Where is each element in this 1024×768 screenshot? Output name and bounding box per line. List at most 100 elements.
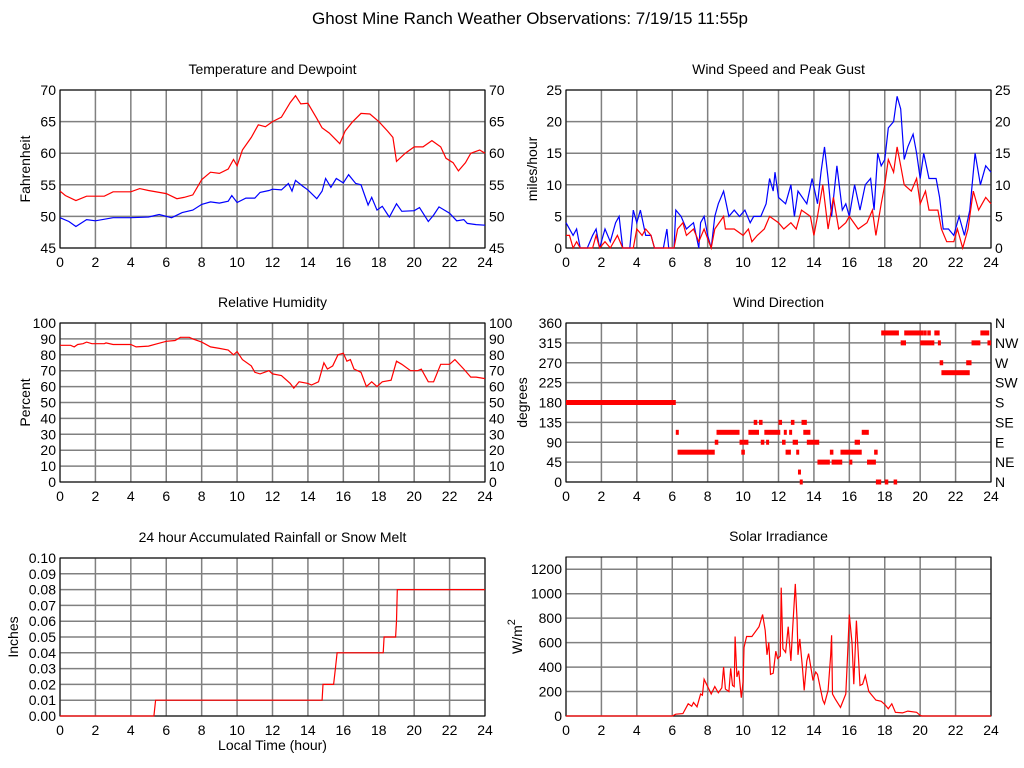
wind-direction-point (766, 439, 770, 445)
x-tick-label: 14 (300, 254, 316, 270)
y-tick-label: 400 (539, 659, 563, 675)
chart-title: 24 hour Accumulated Rainfall or Snow Mel… (139, 529, 407, 545)
y-tick-label: 45 (546, 454, 562, 470)
x-tick-label: 18 (877, 722, 893, 738)
x-tick-label: 24 (983, 254, 999, 270)
y-tick-label: 270 (539, 355, 563, 371)
wind-direction-point (566, 400, 676, 405)
x-tick-label: 4 (633, 254, 641, 270)
wind-direction-point (753, 419, 758, 425)
y-tick-label: 90 (546, 434, 562, 450)
right-axis-tick-label: 45 (489, 240, 505, 256)
y-tick-label: 0 (48, 474, 56, 490)
x-tick-label: 16 (336, 488, 352, 504)
wind-direction-point (854, 439, 860, 445)
x-tick-label: 22 (442, 722, 458, 738)
y-tick-label: 10 (546, 177, 562, 193)
right-axis-tick-label: 80 (489, 347, 505, 363)
x-tick-label: 8 (704, 488, 712, 504)
wind-direction-point (801, 419, 807, 425)
wind-direction-point (716, 429, 740, 435)
x-tick-label: 20 (406, 488, 422, 504)
x-tick-label: 24 (477, 488, 493, 504)
wind-direction-point (817, 459, 830, 465)
x-tick-label: 22 (948, 488, 964, 504)
y-tick-label: 90 (40, 331, 56, 347)
x-tick-label: 10 (735, 488, 751, 504)
wind-direction-point (778, 419, 783, 425)
wind-direction-point (937, 340, 941, 346)
x-tick-label: 2 (598, 254, 606, 270)
x-tick-label: 12 (265, 488, 281, 504)
y-axis-label: Fahrenheit (17, 135, 33, 202)
x-tick-label: 24 (983, 488, 999, 504)
x-tick-label: 4 (633, 722, 641, 738)
y-tick-label: 60 (40, 379, 56, 395)
wind-direction-point (874, 449, 878, 455)
x-tick-label: 24 (477, 254, 493, 270)
x-tick-label: 2 (92, 488, 100, 504)
y-tick-label: 0.04 (29, 645, 56, 661)
right-axis-tick-label: S (995, 395, 1004, 411)
x-tick-label: 4 (127, 722, 135, 738)
x-tick-label: 18 (371, 722, 387, 738)
y-tick-label: 360 (539, 315, 563, 331)
right-axis-tick-label: 100 (489, 315, 513, 331)
y-tick-label: 135 (539, 414, 563, 430)
wind-direction-point (849, 459, 853, 465)
y-tick-label: 25 (546, 82, 562, 98)
right-axis-tick-label: W (995, 355, 1009, 371)
wind-direction-point (714, 439, 719, 445)
x-tick-label: 18 (877, 488, 893, 504)
y-tick-label: 1000 (531, 586, 562, 602)
wind-direction-point (861, 429, 869, 435)
y-tick-label: 600 (539, 635, 563, 651)
right-axis-tick-label: 50 (489, 395, 505, 411)
wind-direction-point (971, 340, 981, 346)
series-line-relative-humidity (60, 336, 486, 390)
x-tick-label: 20 (912, 488, 928, 504)
x-tick-label: 16 (336, 254, 352, 270)
chart-title: Relative Humidity (218, 294, 327, 310)
wind-direction-point (920, 340, 935, 346)
wind-direction-point (806, 439, 820, 445)
wind-direction-point (939, 360, 944, 366)
x-tick-label: 10 (735, 254, 751, 270)
y-axis-label: miles/hour (524, 136, 540, 201)
wind-direction-point (927, 330, 931, 336)
right-axis-tick-label: 20 (995, 114, 1011, 130)
x-tick-label: 8 (198, 254, 206, 270)
right-axis-tick-label: 0 (995, 240, 1003, 256)
x-tick-label: 16 (336, 722, 352, 738)
wind-direction-point (904, 330, 924, 336)
x-tick-label: 22 (442, 488, 458, 504)
x-tick-label: 8 (198, 488, 206, 504)
y-tick-label: 180 (539, 395, 563, 411)
right-axis-tick-label: N (995, 315, 1005, 331)
series-line-peak-gust (565, 96, 992, 249)
y-tick-label: 50 (40, 208, 56, 224)
x-tick-label: 8 (704, 722, 712, 738)
y-tick-label: 30 (40, 426, 56, 442)
x-tick-label: 2 (598, 488, 606, 504)
x-tick-label: 2 (598, 722, 606, 738)
wind-direction-point (675, 429, 679, 435)
y-tick-label: 315 (539, 335, 563, 351)
y-axis-label-text: W/m (509, 625, 525, 654)
right-axis-tick-label: NE (995, 454, 1014, 470)
y-axis-label: W/m2 (506, 619, 525, 654)
x-axis-label: Local Time (hour) (218, 737, 327, 753)
right-axis-tick-label: 20 (489, 442, 505, 458)
x-tick-label: 8 (704, 254, 712, 270)
x-tick-label: 0 (562, 488, 570, 504)
right-axis-tick-label: 70 (489, 363, 505, 379)
y-axis-label: Percent (17, 378, 33, 426)
x-tick-label: 16 (842, 488, 858, 504)
wind-direction-point (790, 419, 795, 425)
wind-direction-point (881, 330, 899, 336)
x-tick-label: 10 (229, 254, 245, 270)
x-tick-label: 8 (198, 722, 206, 738)
chart-title: Solar Irradiance (729, 528, 828, 544)
